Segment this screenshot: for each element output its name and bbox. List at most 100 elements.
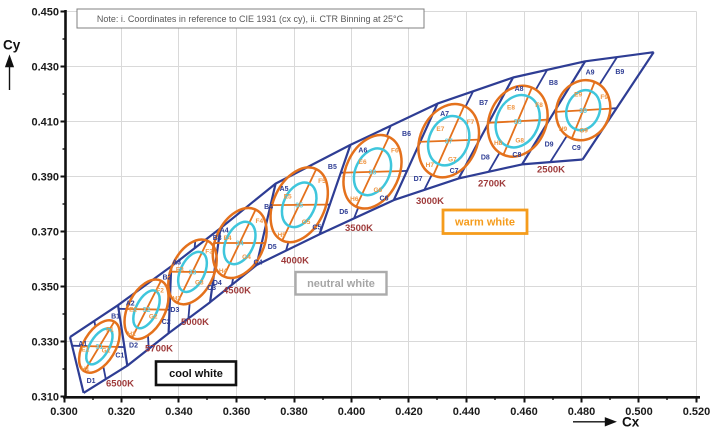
svg-text:D5: D5: [268, 244, 277, 251]
svg-text:0.420: 0.420: [395, 406, 423, 418]
svg-text:G1: G1: [102, 347, 111, 354]
svg-text:4000K: 4000K: [281, 256, 309, 267]
svg-text:5000K: 5000K: [181, 317, 209, 328]
svg-text:E8: E8: [507, 105, 515, 112]
svg-text:H9: H9: [559, 126, 568, 133]
svg-text:Cy: Cy: [3, 38, 21, 53]
svg-text:D2: D2: [129, 343, 138, 350]
svg-text:A9: A9: [586, 70, 595, 77]
svg-text:0.320: 0.320: [108, 406, 136, 418]
svg-text:B2: B2: [163, 274, 172, 281]
svg-text:A2: A2: [126, 301, 135, 308]
svg-text:0.430: 0.430: [31, 61, 59, 73]
svg-text:E3: E3: [176, 267, 184, 274]
svg-text:B3: B3: [213, 235, 222, 242]
svg-text:2500K: 2500K: [537, 165, 565, 176]
svg-text:0.460: 0.460: [510, 406, 538, 418]
svg-text:E9: E9: [574, 92, 582, 99]
svg-text:D1: D1: [87, 378, 96, 385]
svg-text:A7: A7: [440, 111, 449, 118]
svg-text:A5: A5: [280, 186, 289, 193]
svg-text:D7: D7: [414, 176, 423, 183]
svg-text:D6: D6: [339, 209, 348, 216]
svg-text:3000K: 3000K: [416, 196, 444, 207]
svg-text:F8: F8: [535, 102, 543, 109]
svg-text:A3: A3: [172, 260, 181, 267]
svg-text:A1: A1: [78, 341, 87, 348]
svg-text:H4: H4: [219, 268, 228, 275]
svg-text:E2: E2: [129, 307, 137, 314]
svg-text:E5: E5: [284, 194, 292, 201]
svg-text:D9: D9: [545, 142, 554, 149]
svg-text:36: 36: [369, 169, 377, 176]
svg-text:B5: B5: [328, 164, 337, 171]
svg-text:D4: D4: [213, 280, 222, 287]
svg-text:33: 33: [189, 270, 197, 277]
svg-text:G4: G4: [242, 254, 251, 261]
svg-text:C4: C4: [254, 259, 263, 266]
svg-text:G8: G8: [515, 138, 524, 145]
svg-text:3500K: 3500K: [345, 223, 373, 234]
svg-text:C5: C5: [312, 225, 321, 232]
svg-text:H1: H1: [81, 366, 90, 373]
svg-text:0.300: 0.300: [50, 406, 78, 418]
svg-text:A6: A6: [358, 147, 367, 154]
svg-text:0.310: 0.310: [31, 391, 59, 403]
svg-text:31: 31: [96, 344, 104, 351]
svg-text:37: 37: [445, 138, 453, 145]
svg-text:B7: B7: [479, 100, 488, 107]
svg-text:G6: G6: [373, 187, 382, 194]
svg-text:C7: C7: [450, 168, 459, 175]
svg-text:F6: F6: [391, 148, 399, 155]
svg-text:B9: B9: [615, 69, 624, 76]
svg-text:Note: i. Coordinates in refere: Note: i. Coordinates in reference to CIE…: [97, 14, 404, 24]
svg-text:neutral white: neutral white: [307, 278, 375, 290]
svg-text:0.410: 0.410: [31, 116, 59, 128]
svg-text:H7: H7: [426, 162, 435, 169]
svg-text:0.400: 0.400: [338, 406, 366, 418]
svg-text:0.390: 0.390: [31, 171, 59, 183]
svg-text:5700K: 5700K: [145, 344, 173, 355]
svg-text:E1: E1: [81, 347, 89, 354]
svg-text:0.500: 0.500: [625, 406, 653, 418]
svg-text:0.330: 0.330: [31, 336, 59, 348]
svg-text:F1: F1: [106, 326, 114, 333]
svg-text:C2: C2: [162, 319, 171, 326]
svg-text:2700K: 2700K: [478, 179, 506, 190]
svg-text:B6: B6: [402, 131, 411, 138]
svg-text:0.340: 0.340: [165, 406, 193, 418]
svg-text:E4: E4: [224, 235, 232, 242]
svg-text:warm white: warm white: [454, 217, 515, 229]
svg-text:32: 32: [143, 307, 151, 314]
svg-text:D8: D8: [481, 155, 490, 162]
svg-text:35: 35: [295, 202, 303, 209]
svg-text:0.380: 0.380: [280, 406, 308, 418]
svg-text:0.350: 0.350: [31, 281, 59, 293]
svg-text:H6: H6: [350, 196, 359, 203]
svg-text:H8: H8: [494, 140, 503, 147]
svg-text:C1: C1: [115, 353, 124, 360]
svg-text:G2: G2: [149, 314, 158, 321]
svg-text:D3: D3: [170, 307, 179, 314]
svg-text:G9: G9: [579, 127, 588, 134]
svg-text:B8: B8: [549, 80, 558, 87]
svg-text:E6: E6: [359, 159, 367, 166]
svg-text:0.450: 0.450: [31, 6, 59, 18]
svg-text:0.480: 0.480: [568, 406, 596, 418]
svg-text:C6: C6: [380, 195, 389, 202]
svg-text:4500K: 4500K: [223, 286, 251, 297]
svg-text:C8: C8: [512, 152, 521, 159]
svg-text:A8: A8: [515, 86, 524, 93]
svg-text:G5: G5: [302, 219, 311, 226]
svg-text:A4: A4: [220, 227, 229, 234]
svg-text:F3: F3: [205, 248, 213, 255]
svg-text:0.520: 0.520: [683, 406, 711, 418]
svg-text:0.440: 0.440: [453, 406, 481, 418]
svg-text:39: 39: [579, 108, 587, 115]
svg-text:F4: F4: [256, 218, 264, 225]
svg-text:38: 38: [514, 119, 522, 126]
svg-text:cool white: cool white: [169, 368, 223, 380]
svg-text:F9: F9: [600, 94, 608, 101]
svg-text:34: 34: [236, 241, 244, 248]
svg-text:Cx: Cx: [622, 415, 640, 430]
